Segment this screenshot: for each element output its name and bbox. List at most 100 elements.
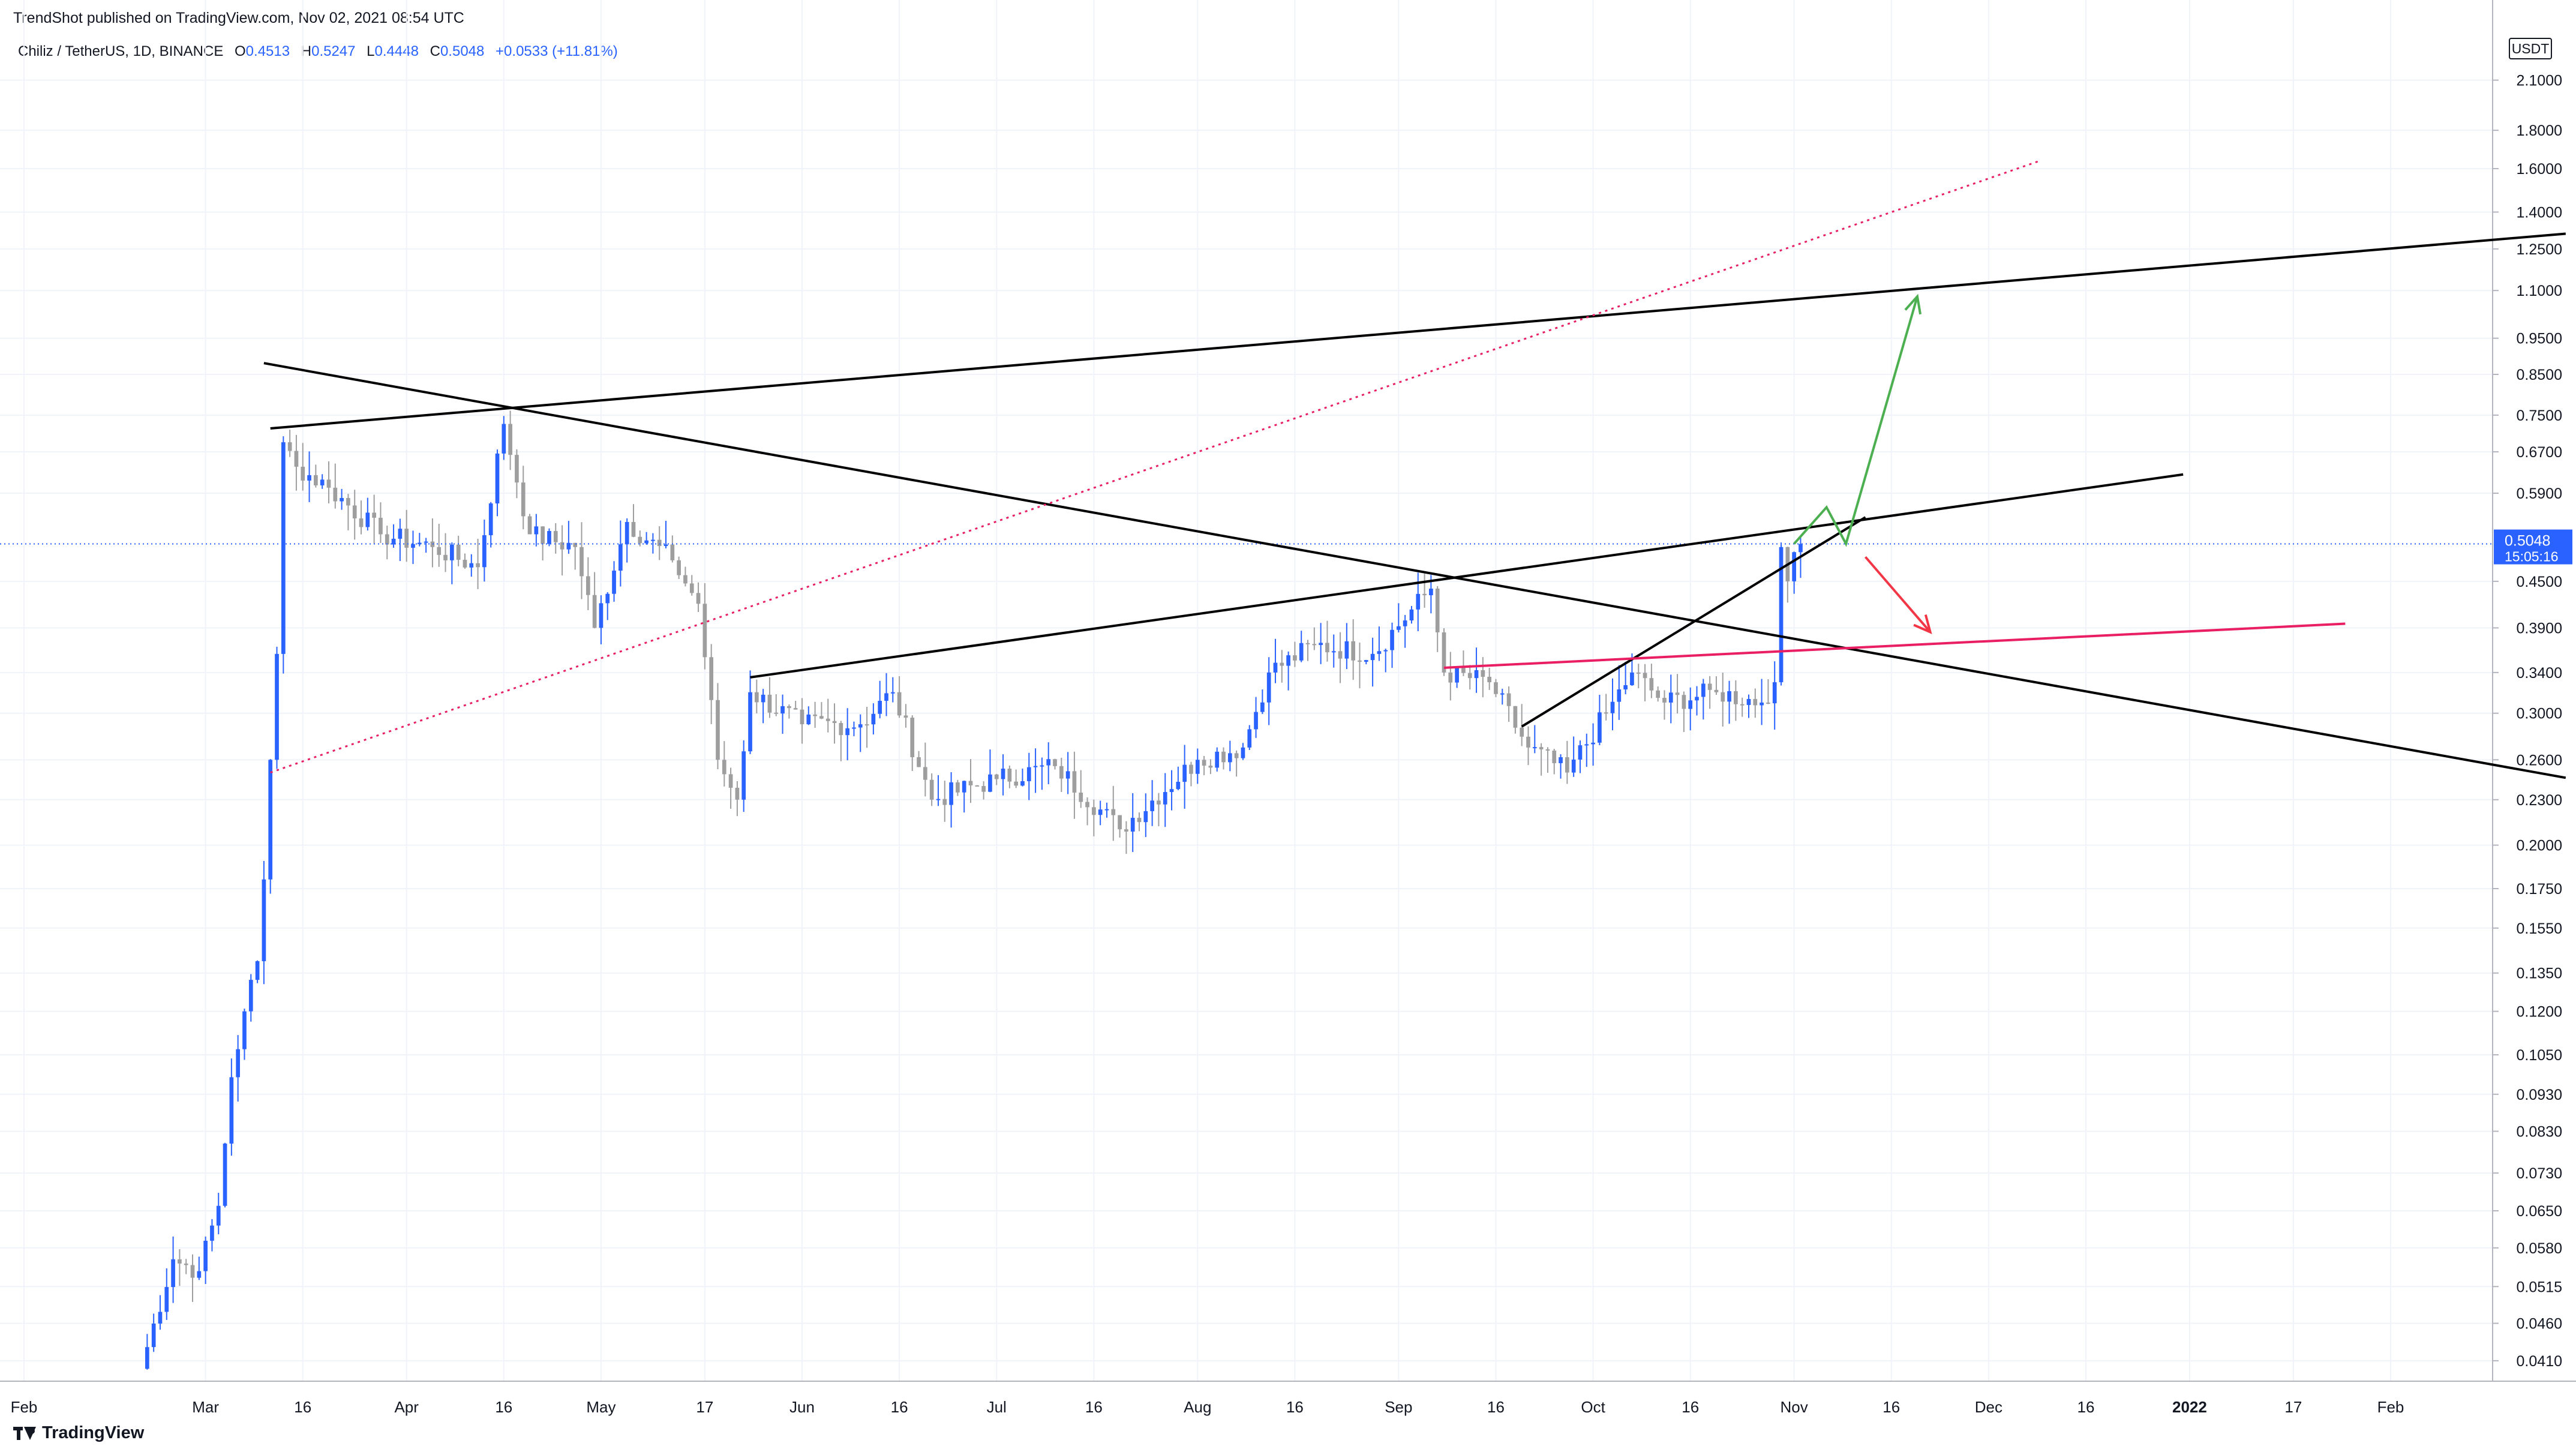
candle-body	[1532, 747, 1537, 749]
change-value: +0.0533 (+11.81%)	[496, 43, 618, 59]
candle-body	[1390, 629, 1394, 650]
candle-body	[1487, 676, 1492, 683]
tradingview-logo[interactable]: TradingView	[13, 1423, 144, 1443]
symbol-title[interactable]: Chiliz / TetherUS, 1D, BINANCE	[18, 43, 224, 59]
symbol-legend: Chiliz / TetherUS, 1D, BINANCE O0.4513 H…	[18, 43, 618, 60]
candle-body	[1293, 655, 1297, 661]
candle-body	[398, 529, 403, 539]
candle-body	[417, 542, 422, 544]
candle-body	[1370, 653, 1375, 661]
candle-body	[1396, 626, 1401, 630]
y-tick-label: 1.6000	[2517, 161, 2562, 178]
candle-body	[1215, 751, 1220, 768]
candle-body	[553, 531, 558, 542]
x-tick-label: Jul	[987, 1398, 1007, 1416]
candle-body	[521, 482, 526, 517]
candle-body	[379, 517, 383, 535]
last-price-value: 0.5048	[2505, 533, 2550, 550]
y-tick-label: 0.0830	[2517, 1123, 2562, 1140]
pink-support-line	[1443, 622, 2346, 669]
candle-body	[1604, 712, 1608, 714]
candle-body	[1591, 742, 1595, 745]
candle-body	[1331, 651, 1336, 653]
candle-body	[683, 575, 687, 584]
candle-body	[1202, 760, 1206, 766]
y-tick-label: 0.3000	[2517, 706, 2562, 722]
candle-body	[910, 718, 915, 757]
x-tick-label: Jun	[789, 1398, 815, 1416]
y-tick-label: 0.0930	[2517, 1087, 2562, 1103]
candle-body	[469, 563, 474, 568]
candle-body	[949, 782, 953, 805]
y-tick-label: 0.4500	[2517, 574, 2562, 590]
candle-body	[1539, 747, 1544, 749]
candle-body	[515, 455, 519, 483]
candle-body	[1221, 751, 1226, 763]
candle-body	[709, 657, 714, 700]
x-tick-label: 16	[495, 1398, 512, 1416]
candle-body	[1506, 693, 1511, 706]
candle-body	[281, 442, 286, 654]
candle-body	[1092, 807, 1096, 815]
candle-body	[1150, 800, 1154, 811]
candle-body	[1344, 641, 1349, 659]
candle-body	[1481, 670, 1485, 677]
x-tick-label: 16	[1286, 1398, 1304, 1416]
candle-body	[333, 487, 338, 502]
candle-body	[527, 516, 532, 535]
candles-layer	[145, 410, 1803, 1370]
y-tick-label: 0.2600	[2517, 752, 2562, 769]
y-tick-label: 1.1000	[2517, 283, 2562, 299]
x-tick-label: 2022	[2172, 1398, 2207, 1416]
y-tick-label: 0.0515	[2517, 1279, 2562, 1295]
y-tick-label: 0.0730	[2517, 1165, 2562, 1182]
candle-body	[1111, 809, 1116, 815]
y-tick-label: 0.1350	[2517, 965, 2562, 982]
y-tick-label: 0.2000	[2517, 838, 2562, 854]
candle-body	[1799, 544, 1803, 553]
candle-body	[1552, 750, 1557, 763]
candle-body	[1254, 712, 1258, 730]
candle-body	[1169, 789, 1174, 793]
y-tick-label: 0.1750	[2517, 881, 2562, 898]
candle-body	[1208, 766, 1213, 768]
candle-body	[819, 716, 824, 719]
candle-body	[968, 781, 973, 785]
candle-body	[1176, 782, 1181, 790]
bearish-path-arrow-head	[1913, 614, 1932, 634]
candle-body	[1312, 644, 1317, 646]
chart-axes	[0, 0, 2576, 1382]
candle-body	[1098, 809, 1103, 815]
candle-body	[437, 547, 442, 555]
candle-body	[547, 531, 551, 544]
candle-body	[1260, 702, 1265, 712]
candle-body	[1559, 757, 1563, 763]
candle-body	[1377, 651, 1382, 654]
candle-body	[748, 692, 752, 752]
candle-body	[1792, 552, 1796, 581]
axis-labels-layer: 2.1000 1.8000 1.6000 1.4000 1.2500 1.1000 0.95…	[11, 73, 2562, 1416]
candle-body	[981, 785, 986, 792]
candle-body	[1494, 682, 1498, 694]
candle-body	[852, 727, 856, 729]
candle-body	[1584, 744, 1589, 746]
candle-body	[145, 1347, 149, 1369]
candle-body	[1617, 689, 1622, 702]
candle-body	[1740, 704, 1745, 706]
candle-body	[612, 571, 616, 594]
candle-body	[845, 728, 849, 736]
candle-body	[1085, 802, 1089, 808]
candle-body	[1280, 662, 1284, 666]
candle-body	[1163, 792, 1167, 805]
candle-body	[1526, 736, 1530, 748]
y-tick-label: 0.0410	[2517, 1353, 2562, 1370]
candle-body	[1766, 702, 1770, 704]
candle-body	[1189, 764, 1193, 774]
candle-body	[1014, 781, 1019, 786]
candle-body	[644, 540, 648, 544]
candle-body	[1247, 729, 1252, 748]
descending-trendline	[263, 362, 2566, 779]
candle-body	[702, 604, 707, 658]
candle-body	[1513, 706, 1518, 728]
